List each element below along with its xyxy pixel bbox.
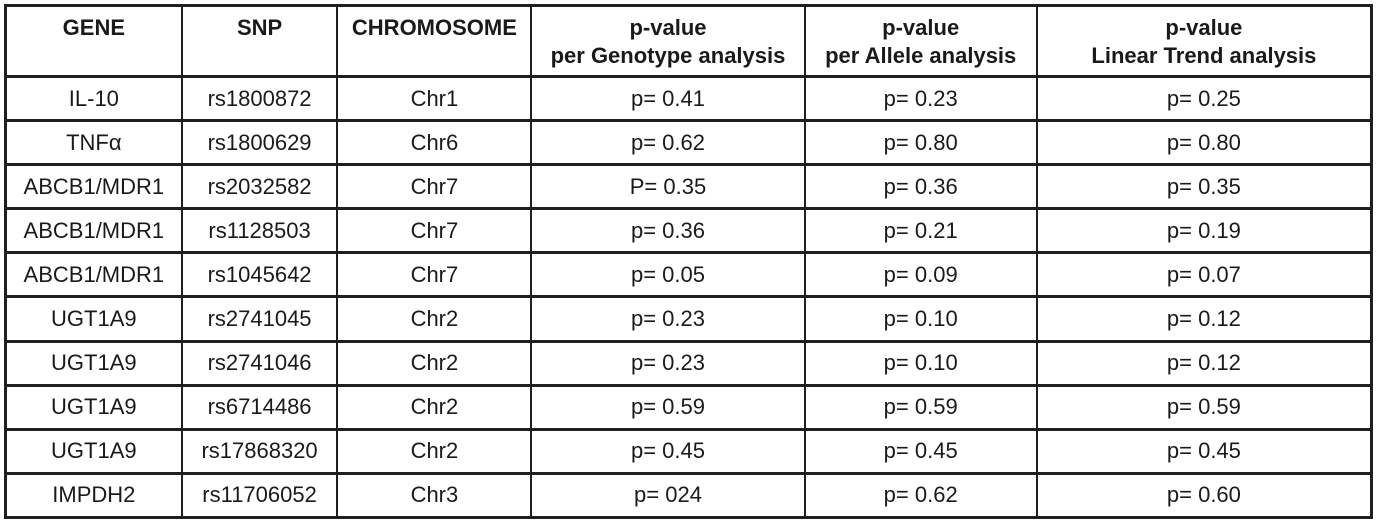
column-header-p-linear-trend: p-value Linear Trend analysis [1035, 4, 1373, 78]
column-header-chromosome: CHROMOSOME [336, 4, 533, 78]
table-row: IMPDH2 rs11706052 Chr3 p= 024 p= 0.62 p= 0.60 [4, 471, 1373, 520]
cell-gene: UGT1A9 [4, 427, 183, 475]
table-body: IL-10 rs1800872 Chr1 p= 0.41 p= 0.23 p= 0.25 T… [4, 74, 1373, 520]
cell-p-allele: p= 0.80 [803, 119, 1038, 167]
table-row: UGT1A9 rs2741045 Chr2 p= 0.23 p= 0.10 p= 0.12 [4, 295, 1373, 343]
cell-p-linear-trend: p= 0.25 [1035, 74, 1373, 123]
table-row: UGT1A9 rs6714486 Chr2 p= 0.59 p= 0.59 p= 0.59 [4, 383, 1373, 431]
table-row: TNFα rs1800629 Chr6 p= 0.62 p= 0.80 p= 0.80 [4, 119, 1373, 167]
cell-p-linear-trend: p= 0.60 [1035, 471, 1373, 520]
cell-p-linear-trend: p= 0.35 [1035, 163, 1373, 211]
cell-p-genotype: p= 0.45 [530, 427, 806, 475]
cell-chromosome: Chr7 [336, 251, 533, 299]
cell-gene: UGT1A9 [4, 339, 183, 387]
cell-chromosome: Chr2 [336, 339, 533, 387]
column-header-gene: GENE [4, 4, 183, 78]
cell-p-genotype: p= 0.62 [530, 119, 806, 167]
cell-p-linear-trend: p= 0.12 [1035, 295, 1373, 343]
cell-snp: rs17868320 [180, 427, 339, 475]
cell-snp: rs1800629 [180, 119, 339, 167]
cell-snp: rs6714486 [180, 383, 339, 431]
cell-p-genotype: p= 0.41 [530, 74, 806, 123]
cell-gene: ABCB1/MDR1 [4, 251, 183, 299]
cell-p-genotype: p= 024 [530, 471, 806, 520]
cell-snp: rs1800872 [180, 74, 339, 123]
cell-chromosome: Chr2 [336, 427, 533, 475]
cell-p-genotype: p= 0.59 [530, 383, 806, 431]
results-table: GENE SNP CHROMOSOME p-value per Genotype… [4, 4, 1373, 520]
cell-p-allele: p= 0.21 [803, 207, 1038, 255]
cell-p-linear-trend: p= 0.59 [1035, 383, 1373, 431]
cell-chromosome: Chr6 [336, 119, 533, 167]
cell-chromosome: Chr2 [336, 383, 533, 431]
cell-chromosome: Chr1 [336, 74, 533, 123]
cell-chromosome: Chr7 [336, 207, 533, 255]
cell-snp: rs2032582 [180, 163, 339, 211]
cell-chromosome: Chr7 [336, 163, 533, 211]
column-header-p-genotype: p-value per Genotype analysis [530, 4, 806, 78]
cell-p-linear-trend: p= 0.07 [1035, 251, 1373, 299]
cell-snp: rs1045642 [180, 251, 339, 299]
cell-p-allele: p= 0.62 [803, 471, 1038, 520]
table-row: UGT1A9 rs17868320 Chr2 p= 0.45 p= 0.45 p= 0.4… [4, 427, 1373, 475]
cell-p-allele: p= 0.23 [803, 74, 1038, 123]
cell-p-genotype: p= 0.23 [530, 295, 806, 343]
cell-gene: IL-10 [4, 74, 183, 123]
header-row: GENE SNP CHROMOSOME p-value per Genotype… [4, 4, 1373, 78]
table-row: ABCB1/MDR1 rs2032582 Chr7 P= 0.35 p= 0.36 p= … [4, 163, 1373, 211]
cell-p-allele: p= 0.45 [803, 427, 1038, 475]
table-row: UGT1A9 rs2741046 Chr2 p= 0.23 p= 0.10 p= 0.12 [4, 339, 1373, 387]
cell-gene: ABCB1/MDR1 [4, 163, 183, 211]
cell-p-genotype: p= 0.05 [530, 251, 806, 299]
cell-p-allele: p= 0.59 [803, 383, 1038, 431]
cell-snp: rs2741046 [180, 339, 339, 387]
cell-p-genotype: p= 0.23 [530, 339, 806, 387]
table-row: IL-10 rs1800872 Chr1 p= 0.41 p= 0.23 p= 0.25 [4, 74, 1373, 123]
cell-gene: UGT1A9 [4, 295, 183, 343]
cell-snp: rs1128503 [180, 207, 339, 255]
column-header-snp: SNP [180, 4, 339, 78]
table-row: ABCB1/MDR1 rs1128503 Chr7 p= 0.36 p= 0.21 p= … [4, 207, 1373, 255]
cell-chromosome: Chr3 [336, 471, 533, 520]
cell-p-allele: p= 0.36 [803, 163, 1038, 211]
cell-p-linear-trend: p= 0.80 [1035, 119, 1373, 167]
cell-p-genotype: p= 0.36 [530, 207, 806, 255]
cell-snp: rs2741045 [180, 295, 339, 343]
table-header: GENE SNP CHROMOSOME p-value per Genotype… [4, 4, 1373, 78]
cell-gene: TNFα [4, 119, 183, 167]
cell-p-allele: p= 0.09 [803, 251, 1038, 299]
cell-gene: UGT1A9 [4, 383, 183, 431]
table-row: ABCB1/MDR1 rs1045642 Chr7 p= 0.05 p= 0.09 p= … [4, 251, 1373, 299]
cell-snp: rs11706052 [180, 471, 339, 520]
cell-p-genotype: P= 0.35 [530, 163, 806, 211]
cell-gene: ABCB1/MDR1 [4, 207, 183, 255]
cell-gene: IMPDH2 [4, 471, 183, 520]
cell-p-allele: p= 0.10 [803, 339, 1038, 387]
cell-p-linear-trend: p= 0.19 [1035, 207, 1373, 255]
cell-p-linear-trend: p= 0.45 [1035, 427, 1373, 475]
cell-p-allele: p= 0.10 [803, 295, 1038, 343]
cell-p-linear-trend: p= 0.12 [1035, 339, 1373, 387]
column-header-p-allele: p-value per Allele analysis [803, 4, 1038, 78]
cell-chromosome: Chr2 [336, 295, 533, 343]
